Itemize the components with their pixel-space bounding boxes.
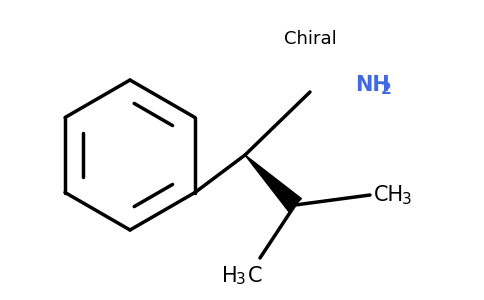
Text: 3: 3 [402, 193, 412, 208]
Text: CH: CH [374, 185, 404, 205]
Text: NH: NH [355, 75, 390, 95]
Text: Chiral: Chiral [284, 30, 336, 48]
Text: 2: 2 [381, 82, 392, 98]
Text: H: H [222, 266, 238, 286]
Polygon shape [245, 155, 302, 211]
Text: 3: 3 [236, 272, 246, 287]
Text: C: C [248, 266, 262, 286]
